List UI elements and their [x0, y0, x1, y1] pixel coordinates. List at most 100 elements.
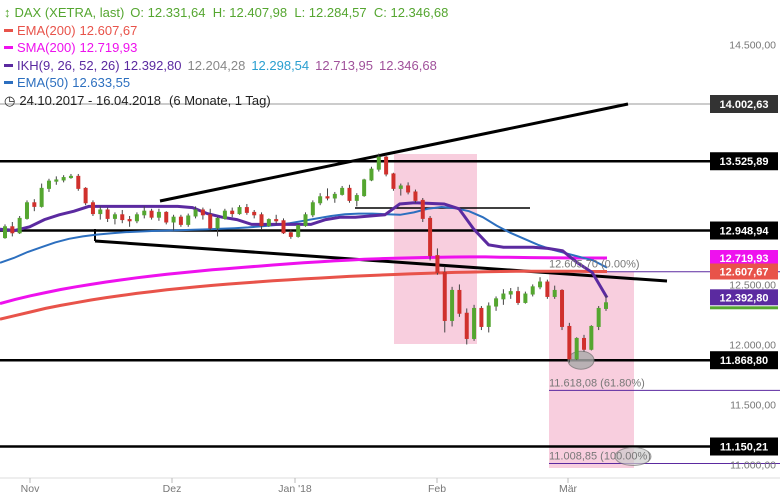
correction-box-1 [394, 154, 477, 344]
legend-ikh[interactable]: IKH(9, 26, 52, 26) 12.392,80 12.204,28 1… [4, 57, 454, 75]
y-tick-label: 14.500,00 [729, 39, 776, 51]
candle-body [54, 179, 59, 182]
candle-body [376, 156, 381, 170]
target-circle-1 [567, 350, 595, 370]
candle-body [222, 210, 227, 219]
x-tick-label: Mär [559, 483, 578, 495]
candle-body [244, 207, 249, 213]
candle-body [369, 168, 374, 181]
upper-trendline [159, 102, 629, 203]
candle-body [274, 219, 279, 222]
candle-body [545, 281, 550, 297]
candle-body [457, 289, 462, 314]
period-detail: (6 Monate, 1 Tag) [169, 92, 271, 108]
candle-body [171, 216, 176, 223]
candle-body [105, 209, 110, 219]
candle-body [604, 302, 608, 309]
level-tag-label: 12.948,94 [720, 226, 770, 238]
ikh-value-3: 12.298,54 [251, 57, 310, 73]
candle-body [486, 305, 491, 327]
candle-body [523, 293, 528, 303]
level-tag [710, 152, 778, 171]
ema200-line [0, 269, 607, 321]
candle-body [142, 210, 147, 216]
indicator-tag-label: 12.392,80 [720, 292, 769, 304]
level-tag-label: 14.002,63 [720, 99, 769, 111]
fib-label: 11.008,85 (100.00%) [549, 450, 651, 462]
fib-label: 12.605,70 (0.00%) [549, 259, 640, 271]
candle-body [464, 312, 469, 339]
y-tick-label: 11.500,00 [730, 399, 776, 411]
candle-body [281, 220, 286, 234]
chart-legend: ↕ DAX (XETRA, last) O: 12.331,64 H: 12.4… [4, 4, 454, 109]
candle-body [384, 156, 389, 175]
candle-body [252, 211, 257, 216]
candle-body [164, 211, 169, 223]
candle-body [332, 193, 337, 199]
candle-body [296, 225, 301, 237]
candle-body [398, 185, 403, 189]
legend-title-row: ↕ DAX (XETRA, last) O: 12.331,64 H: 12.4… [4, 4, 454, 22]
candle-body [156, 211, 161, 218]
candle-body [516, 291, 521, 303]
level-tag-label: 11.150,21 [720, 442, 768, 454]
candle-body [442, 271, 447, 321]
ikh-value-1: 12.392,80 [123, 57, 182, 73]
candle-body [178, 216, 183, 225]
legend-ema50[interactable]: EMA(50) 12.633,55 [4, 74, 454, 92]
candle-body [112, 214, 117, 219]
candle-body [303, 214, 308, 227]
candle-body [149, 210, 154, 218]
candle-body [501, 293, 506, 300]
indicator-tag-label: 12.719,93 [720, 253, 769, 265]
indicator-tag [710, 289, 778, 306]
candle-body [479, 307, 484, 327]
candle-body [538, 281, 543, 288]
candle-body [508, 291, 513, 295]
ikh-label: IKH(9, 26, 52, 26) [17, 57, 120, 73]
level-tag [710, 221, 778, 240]
y-tick-label: 12.500,00 [729, 279, 776, 291]
ikh-value-4: 12.713,95 [315, 57, 373, 73]
level-tag-label: 13.525,89 [720, 156, 769, 168]
candle-body [127, 219, 132, 222]
candle-body [83, 187, 88, 204]
support-resistance-lines [0, 102, 780, 466]
candle-body [472, 307, 477, 339]
candle-body [237, 207, 242, 215]
candle-body [420, 199, 425, 219]
candle-body [230, 210, 235, 215]
candle-body [406, 185, 411, 193]
level-tag [710, 437, 778, 456]
level-tag [710, 351, 778, 370]
candle-body [90, 202, 95, 215]
level-tag [710, 95, 778, 113]
candle-body [215, 217, 220, 229]
candle-body [530, 286, 535, 295]
y-tick-label: 11.000,00 [730, 460, 776, 472]
candle-body [259, 214, 264, 227]
period-range: 24.10.2017 - 16.04.2018 [19, 92, 162, 108]
legend-ema200[interactable]: EMA(200) 12.607,67 [4, 22, 454, 40]
candle-body [354, 195, 359, 201]
target-circle-2 [614, 447, 652, 466]
candle-body [596, 307, 601, 327]
candle-body [17, 217, 22, 234]
candle-body [391, 173, 396, 189]
ema50-swatch [4, 81, 13, 85]
candle-body [76, 175, 81, 189]
lower-trendline [94, 239, 668, 283]
legend-sma200[interactable]: SMA(200) 12.719,93 [4, 39, 454, 57]
candle-body [186, 215, 191, 225]
candle-body [450, 289, 455, 321]
legend-title: DAX (XETRA, last) [14, 5, 125, 20]
candle-body [3, 226, 7, 239]
ema200-swatch [4, 28, 13, 32]
sma200-line [0, 255, 607, 306]
candle-body [134, 214, 139, 222]
candle-body [435, 255, 440, 273]
fib-label: 11.618,08 (61.80%) [549, 377, 645, 389]
x-tick-label: Jan '18 [278, 483, 312, 495]
candle-body [589, 325, 594, 350]
